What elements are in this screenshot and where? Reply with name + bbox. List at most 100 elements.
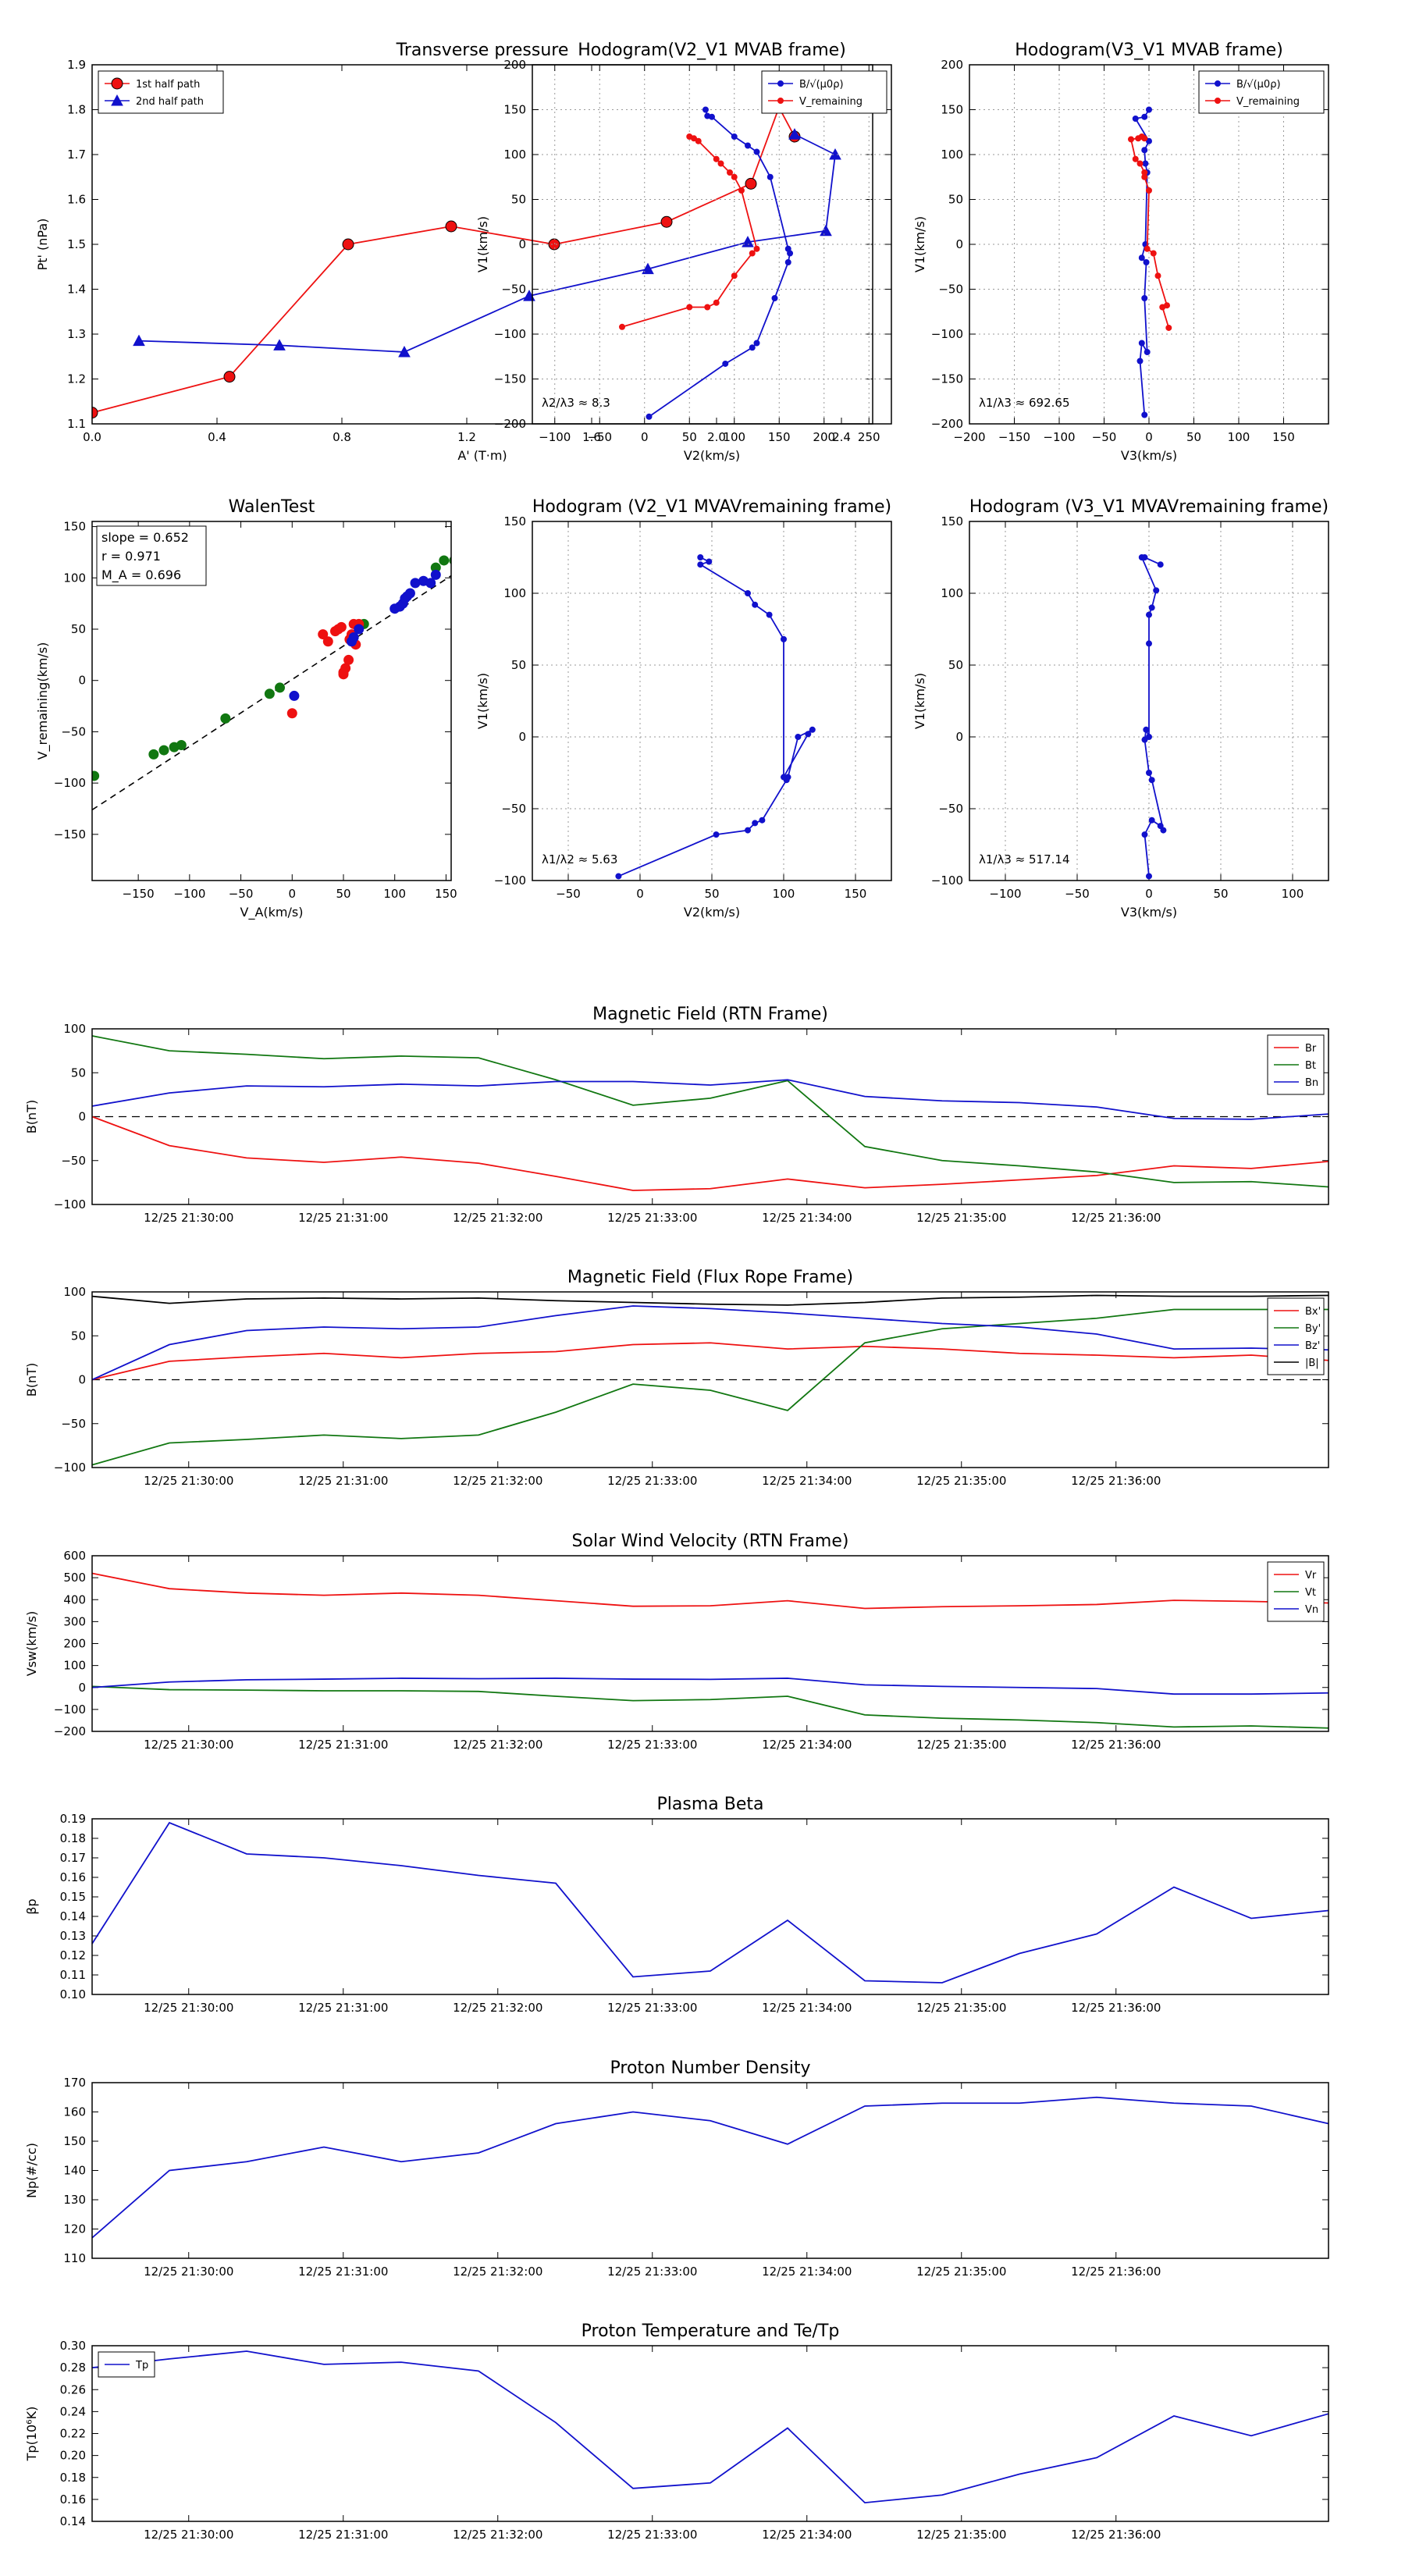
data-point-green <box>439 555 450 566</box>
x-tick-label: 12/25 21:31:00 <box>298 1211 388 1225</box>
legend-box <box>761 70 887 114</box>
chart-title: Transverse pressure <box>396 41 569 60</box>
data-point <box>1154 272 1161 279</box>
y-tick-label: 0.30 <box>60 2339 86 2353</box>
y-tick-label: 150 <box>941 514 963 528</box>
data-point <box>1146 106 1152 113</box>
y-tick-label: 1.9 <box>67 58 86 72</box>
data-point <box>1138 340 1145 347</box>
series-line-bt <box>91 1035 1329 1188</box>
y-tick-label: 150 <box>941 103 963 117</box>
y-tick-label: 100 <box>63 571 86 585</box>
x-tick-label: 12/25 21:36:00 <box>1071 1211 1161 1225</box>
y-tick-label: 0 <box>518 730 526 744</box>
x-tick-label: 12/25 21:30:00 <box>144 1211 233 1225</box>
x-tick-label: −100 <box>1043 430 1075 444</box>
plot-frame <box>969 521 1329 881</box>
data-point <box>702 106 709 113</box>
x-tick-label: 12/25 21:35:00 <box>916 1474 1006 1488</box>
data-point <box>1148 777 1155 784</box>
data-point <box>749 250 756 257</box>
y-tick-label: −50 <box>501 802 526 816</box>
legend-label: V_remaining <box>799 96 863 108</box>
data-point <box>753 245 760 252</box>
ratio-annotation: λ1/λ3 ≈ 517.14 <box>979 852 1069 866</box>
legend-label: Vt <box>1305 1587 1316 1599</box>
data-point <box>686 304 693 311</box>
data-point <box>1146 770 1152 776</box>
series-line-vremaining <box>621 136 758 328</box>
plot-frame <box>91 64 873 425</box>
x-tick-label: 12/25 21:32:00 <box>453 2265 542 2279</box>
x-tick-label: 12/25 21:36:00 <box>1071 1474 1161 1488</box>
data-point-green <box>220 713 231 724</box>
y-axis-label: B(nT) <box>24 1100 39 1133</box>
y-tick-label: −50 <box>61 1154 86 1168</box>
y-tick-label: 100 <box>63 1659 86 1673</box>
data-point-green <box>92 770 100 781</box>
chart-t2: 12/25 21:30:00 12/25 21:31:00 12/25 21:32:… <box>24 1268 1329 1488</box>
data-point-green <box>176 740 187 751</box>
y-tick-label: 0.22 <box>60 2427 86 2441</box>
data-point-red <box>338 667 349 678</box>
x-tick-label: 12/25 21:32:00 <box>453 1211 542 1225</box>
legend-label: 1st half path <box>136 79 200 91</box>
legend-marker <box>1215 80 1221 87</box>
chart-t5: 12/25 21:30:00 12/25 21:31:00 12/25 21:32:… <box>24 2058 1329 2279</box>
data-point <box>805 731 812 738</box>
y-tick-label: 0.28 <box>60 2361 86 2375</box>
y-axis-label: V1(km/s) <box>475 673 490 729</box>
legend-label: Vr <box>1305 1570 1317 1582</box>
plot-frame <box>91 1555 1329 1732</box>
chart-title: Hodogram (V3_V1 MVAVremaining frame) <box>969 497 1329 517</box>
legend-label: V_remaining <box>1236 96 1300 108</box>
legend: Vr Vt Vn <box>1267 1561 1325 1622</box>
data-point <box>1157 823 1164 830</box>
x-tick-label: −150 <box>998 430 1030 444</box>
data-point <box>795 734 802 740</box>
legend-marker <box>1215 98 1221 104</box>
data-point <box>1160 827 1167 834</box>
data-point <box>745 177 757 190</box>
y-axis-label: Pt' (nPa) <box>35 219 50 271</box>
x-tick-label: −100 <box>989 887 1021 901</box>
x-tick-label: 250 <box>858 430 880 444</box>
y-tick-label: −100 <box>931 873 963 888</box>
chart-title: Magnetic Field (Flux Rope Frame) <box>567 1268 853 1287</box>
x-axis-label: V_A(km/s) <box>240 905 304 920</box>
y-tick-label: 0.26 <box>60 2382 86 2396</box>
x-tick-label: 1.6 <box>582 430 601 444</box>
data-point <box>642 262 654 275</box>
data-point <box>1132 116 1139 122</box>
y-tick-label: 120 <box>63 2222 86 2236</box>
y-tick-label: 400 <box>63 1592 86 1606</box>
y-tick-label: −100 <box>54 1703 86 1717</box>
data-point <box>745 827 751 834</box>
y-tick-label: 0.13 <box>60 1929 86 1943</box>
data-point <box>1141 169 1148 176</box>
x-tick-label: 12/25 21:33:00 <box>607 2528 697 2542</box>
data-point-blue <box>404 588 415 599</box>
x-tick-label: 100 <box>1228 430 1250 444</box>
ratio-annotation: λ2/λ3 ≈ 8.3 <box>542 396 610 410</box>
data-point <box>1141 295 1148 301</box>
x-axis-label: V3(km/s) <box>1121 905 1177 920</box>
y-tick-label: −200 <box>54 1724 86 1738</box>
x-tick-label: 12/25 21:33:00 <box>607 2001 697 2015</box>
x-tick-label: 12/25 21:35:00 <box>916 2528 1006 2542</box>
y-tick-label: 100 <box>941 148 963 162</box>
data-point <box>753 148 760 155</box>
x-tick-label: 100 <box>773 887 795 901</box>
x-tick-label: 12/25 21:31:00 <box>298 2528 388 2542</box>
data-point <box>697 554 704 560</box>
x-tick-label: 12/25 21:35:00 <box>916 1738 1006 1752</box>
legend: Bx' By' Bz' |B| <box>1267 1297 1325 1375</box>
data-point <box>749 344 756 351</box>
y-tick-label: −200 <box>494 417 526 431</box>
data-point <box>92 407 98 419</box>
x-tick-label: −50 <box>229 887 254 901</box>
chart-title: Magnetic Field (RTN Frame) <box>592 1005 828 1024</box>
y-tick-label: 150 <box>63 520 86 534</box>
legend-box <box>1198 70 1325 114</box>
series-line-br <box>91 1115 1329 1191</box>
